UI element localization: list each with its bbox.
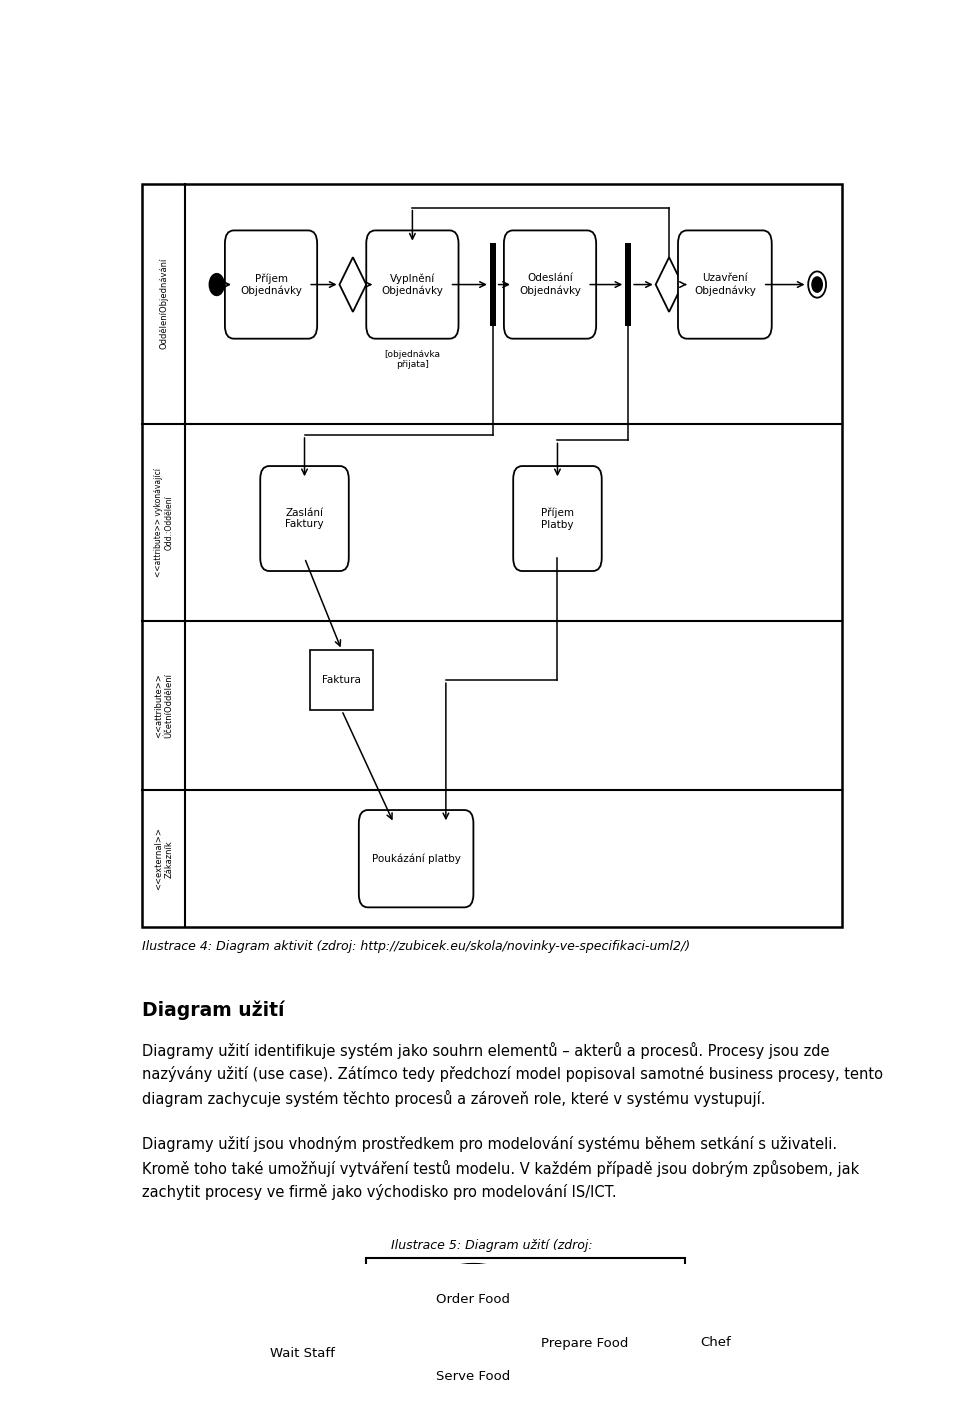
FancyBboxPatch shape	[359, 809, 473, 907]
FancyBboxPatch shape	[504, 230, 596, 339]
Text: Diagramy užití jsou vhodným prostředkem pro modelování systému během setkání s u: Diagramy užití jsou vhodným prostředkem …	[142, 1136, 837, 1152]
Text: Chef: Chef	[700, 1336, 731, 1349]
Text: Prepare Food: Prepare Food	[541, 1338, 629, 1350]
Polygon shape	[340, 257, 367, 312]
Text: Příjem
Platby: Příjem Platby	[541, 507, 574, 530]
Circle shape	[812, 277, 823, 293]
Text: OdděleníObjednávání: OdděleníObjednávání	[159, 258, 168, 349]
Text: nazývány užití (use case). Zátímco tedy předchozí model popisoval samotné busine: nazývány užití (use case). Zátímco tedy …	[142, 1066, 883, 1082]
Circle shape	[808, 271, 826, 298]
Text: Order Food: Order Food	[437, 1294, 511, 1306]
Bar	[625, 243, 631, 327]
Text: Příjem
Objednávky: Příjem Objednávky	[240, 273, 302, 295]
Bar	[142, 183, 842, 927]
Text: diagram zachycuje systém těchto procesů a zároveň role, které v systému vystupuj: diagram zachycuje systém těchto procesů …	[142, 1091, 766, 1108]
Text: Ilustrace 4: Diagram aktivit (zdroj: http://zubicek.eu/skola/novinky-ve-specifik: Ilustrace 4: Diagram aktivit (zdroj: htt…	[142, 940, 690, 953]
FancyBboxPatch shape	[514, 466, 602, 571]
Polygon shape	[656, 257, 683, 312]
Text: <<external>>
Zákazník: <<external>> Zákazník	[155, 828, 174, 890]
Text: Faktura: Faktura	[323, 674, 361, 686]
Ellipse shape	[529, 1308, 641, 1380]
Circle shape	[209, 274, 224, 295]
FancyBboxPatch shape	[367, 230, 459, 339]
Text: Wait Staff: Wait Staff	[270, 1348, 335, 1360]
Bar	[366, 1258, 685, 1420]
Text: Ilustrace 5: Diagram užití (zdroj:: Ilustrace 5: Diagram užití (zdroj:	[391, 1238, 593, 1251]
Text: Odeslání
Objednávky: Odeslání Objednávky	[519, 274, 581, 295]
Text: Serve Food: Serve Food	[436, 1370, 511, 1383]
Text: zachytit procesy ve firmě jako východisko pro modelování IS/ICT.: zachytit procesy ve firmě jako východisk…	[142, 1184, 617, 1200]
Text: Diagramy užití identifikuje systém jako souhrn elementů – akterů a procesů. Proc: Diagramy užití identifikuje systém jako …	[142, 1042, 829, 1059]
FancyBboxPatch shape	[225, 230, 317, 339]
Ellipse shape	[418, 1264, 529, 1336]
Circle shape	[299, 1305, 306, 1316]
Bar	[490, 243, 495, 327]
Ellipse shape	[418, 1340, 529, 1413]
Bar	[310, 650, 373, 710]
FancyBboxPatch shape	[260, 466, 348, 571]
Text: <<attribute>>
ÚčetníOddělení: <<attribute>> ÚčetníOddělení	[155, 673, 174, 738]
Text: Vyplnění
Objednávky: Vyplnění Objednávky	[381, 273, 444, 295]
FancyBboxPatch shape	[678, 230, 772, 339]
Text: Zaslání
Faktury: Zaslání Faktury	[285, 508, 324, 530]
Text: [objednávka
přijata]: [objednávka přijata]	[384, 349, 441, 369]
Text: Kromě toho také umožňují vytváření testů modelu. V každém případě jsou dobrým zp: Kromě toho také umožňují vytváření testů…	[142, 1160, 859, 1177]
Circle shape	[711, 1294, 719, 1305]
Text: Uzavření
Objednávky: Uzavření Objednávky	[694, 274, 756, 295]
Text: Diagram užití: Diagram užití	[142, 1000, 285, 1020]
Text: <<attribute>> vykonávající
Odd.:Oddělení: <<attribute>> vykonávající Odd.:Oddělení	[155, 469, 174, 577]
Text: Poukázání platby: Poukázání platby	[372, 853, 461, 863]
